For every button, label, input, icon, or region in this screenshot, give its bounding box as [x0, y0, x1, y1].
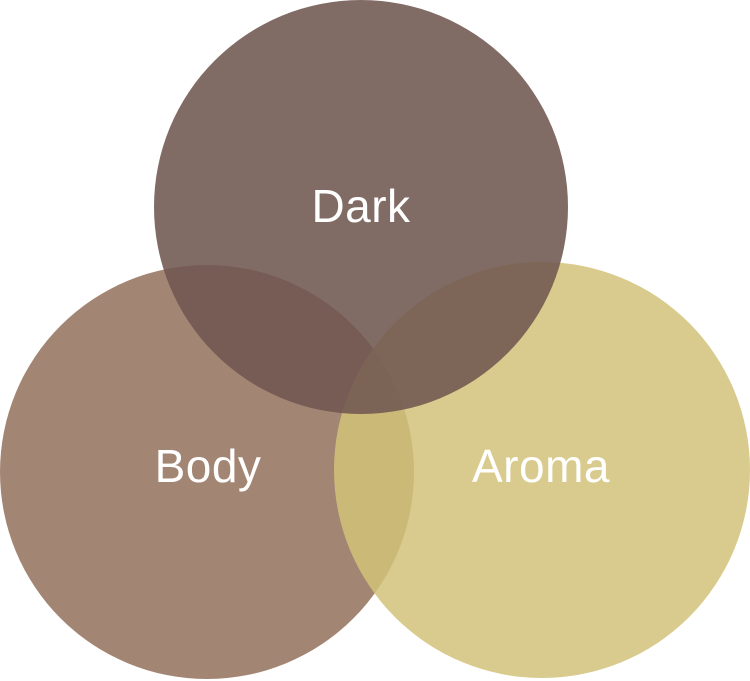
label-body: Body — [155, 440, 262, 492]
labels-group: Dark Body Aroma — [155, 180, 610, 492]
label-aroma: Aroma — [472, 440, 610, 492]
circle-dark — [154, 0, 568, 414]
label-dark: Dark — [311, 180, 411, 232]
